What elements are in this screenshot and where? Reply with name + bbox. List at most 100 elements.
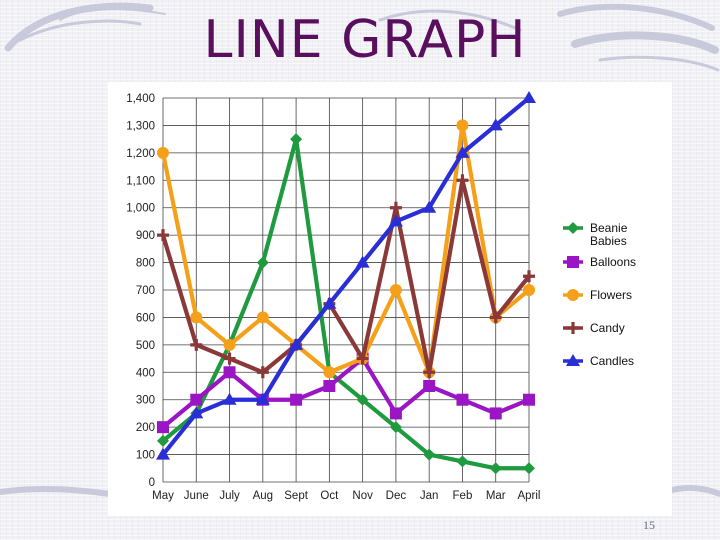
data-point-candles <box>255 392 270 405</box>
x-tick-label: Dec <box>386 490 407 502</box>
data-point-flowers <box>456 119 469 132</box>
data-point-flowers <box>323 366 336 379</box>
legend-label: Flowers <box>590 288 632 302</box>
data-point-flowers <box>389 284 402 296</box>
legend-label: Candles <box>590 354 634 368</box>
data-point-candy <box>190 338 203 351</box>
y-tick-label: 300 <box>136 395 155 407</box>
x-tick-label: Mar <box>486 490 506 502</box>
y-tick-label: 1,000 <box>126 203 155 215</box>
data-point-candles <box>289 337 304 350</box>
page-number: 15 <box>643 518 655 532</box>
data-point-candles <box>488 118 503 131</box>
legend-item-beanie-babies: Beanie Babies <box>563 221 628 248</box>
data-point-balloons <box>389 407 402 420</box>
data-point-beanie-babies <box>456 455 469 468</box>
series-line-flowers <box>160 123 531 375</box>
data-point-balloons <box>157 421 169 434</box>
y-tick-label: 700 <box>136 285 155 297</box>
data-point-candy <box>423 366 436 379</box>
y-tick-label: 1,200 <box>126 148 155 160</box>
y-tick-label: 100 <box>136 450 155 462</box>
data-point-balloons <box>290 393 303 406</box>
line-chart: 0 100 200 300 400 500 600 700 800 900 1,000 1,100 1,… <box>126 91 636 502</box>
legend-item-balloons: Balloons <box>563 255 636 269</box>
data-point-balloons <box>523 393 535 406</box>
y-tick-label: 800 <box>136 258 155 270</box>
data-point-candy <box>256 366 269 379</box>
data-point-beanie-babies <box>356 393 369 406</box>
data-point-candles <box>189 406 204 419</box>
x-tick-label: July <box>219 490 240 502</box>
data-point-balloons <box>456 393 469 406</box>
x-tick-label: April <box>517 490 540 502</box>
x-tick-label: May <box>152 490 174 502</box>
data-point-beanie-babies <box>290 133 303 146</box>
x-tick-label: Nov <box>352 490 373 502</box>
data-point-candy <box>523 270 535 283</box>
x-tick-label: Jan <box>420 490 439 502</box>
y-tick-label: 1,300 <box>126 120 155 132</box>
legend-item-flowers: Flowers <box>563 288 632 302</box>
y-tick-label: 1,100 <box>126 175 155 187</box>
x-tick-label: Oct <box>320 490 339 502</box>
legend-label: Beanie Babies <box>590 221 628 248</box>
data-point-beanie-babies <box>523 462 535 475</box>
data-point-balloons <box>323 380 336 392</box>
x-tick-label: Sept <box>284 490 308 502</box>
data-point-flowers <box>157 146 169 159</box>
y-tick-label: 0 <box>149 477 155 489</box>
legend: Beanie Babies Balloons Flowers Candy Candles <box>563 221 636 368</box>
legend-marker <box>567 222 579 234</box>
series-candles <box>156 91 536 460</box>
legend-item-candles: Candles <box>563 354 634 368</box>
data-point-candy <box>356 352 369 365</box>
grid-lines <box>162 97 530 483</box>
data-point-candy <box>456 174 469 187</box>
y-tick-label: 200 <box>136 422 155 434</box>
series-candy <box>157 174 535 379</box>
data-point-candles <box>156 447 170 460</box>
slide-title: LINE GRAPH <box>203 10 527 70</box>
data-point-beanie-babies <box>389 421 402 434</box>
series-balloons <box>157 352 535 434</box>
legend-marker <box>567 256 579 268</box>
y-tick-label: 500 <box>136 340 155 352</box>
data-point-candles <box>522 91 536 103</box>
data-point-balloons <box>489 407 502 420</box>
legend-marker <box>567 289 579 301</box>
x-tick-label: Aug <box>253 490 273 502</box>
data-point-beanie-babies <box>157 434 169 447</box>
data-point-candy <box>223 352 236 365</box>
y-tick-label: 400 <box>136 367 155 379</box>
y-tick-label: 1,400 <box>126 93 155 105</box>
y-tick-label: 600 <box>136 312 155 324</box>
data-point-flowers <box>190 311 203 324</box>
legend-marker <box>567 322 579 334</box>
data-point-balloons <box>423 380 436 392</box>
data-point-flowers <box>256 311 269 324</box>
data-point-candles <box>422 200 437 213</box>
data-point-candles <box>388 214 403 227</box>
data-point-candles <box>455 145 470 158</box>
series-line-candy <box>160 178 531 375</box>
line-chart-panel: 0 100 200 300 400 500 600 700 800 900 1,000 1,100 1,… <box>108 82 672 516</box>
x-tick-label: Feb <box>453 490 473 502</box>
data-point-flowers <box>523 284 535 296</box>
series-line-candles <box>161 96 531 456</box>
x-tick-label: June <box>184 490 209 502</box>
data-point-candles <box>222 392 237 405</box>
y-tick-label: 900 <box>136 230 155 242</box>
series-beanie-babies <box>157 133 535 475</box>
data-point-candles <box>355 255 370 268</box>
data-point-balloons <box>223 366 236 379</box>
legend-label: Candy <box>590 321 625 335</box>
data-point-candy <box>157 229 169 242</box>
data-point-candles <box>322 296 337 309</box>
data-point-candy <box>489 311 502 324</box>
data-point-balloons <box>190 393 203 406</box>
legend-marker <box>566 354 580 366</box>
legend-item-candy: Candy <box>563 321 625 335</box>
data-point-beanie-babies <box>423 448 436 461</box>
